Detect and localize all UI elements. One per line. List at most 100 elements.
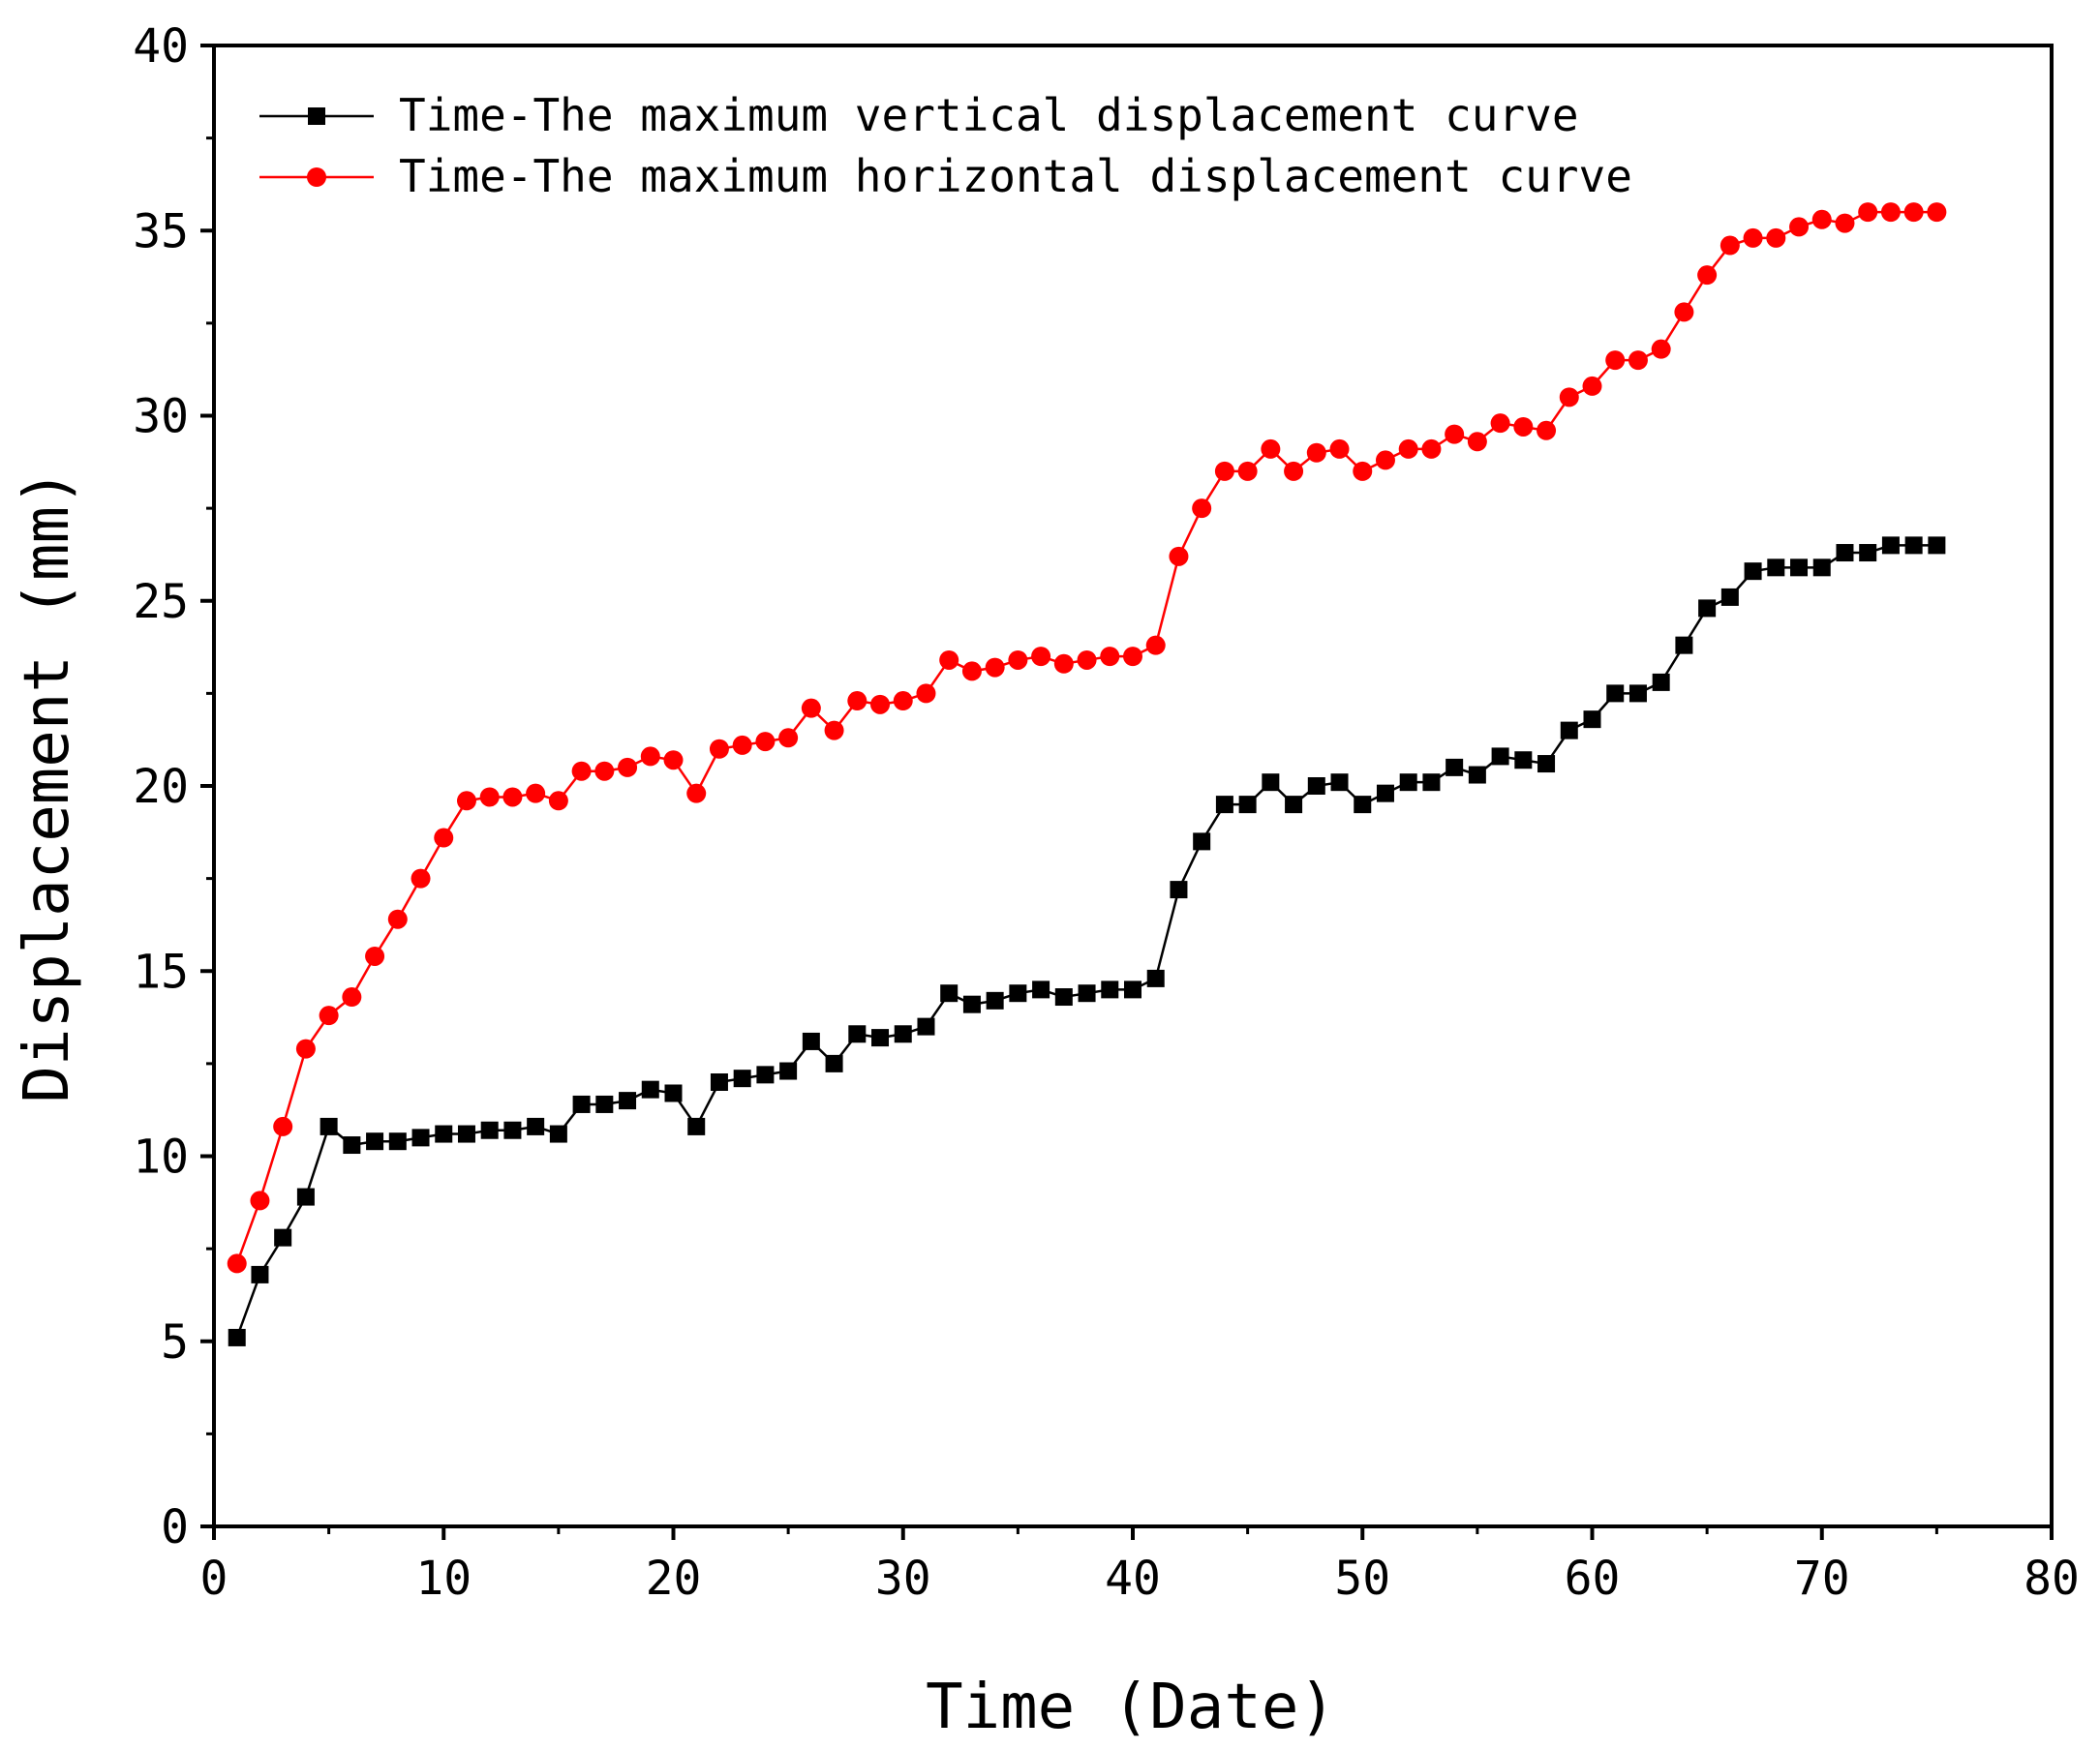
series-point-1 (1582, 376, 1602, 396)
series-point-1 (434, 828, 454, 848)
series-point-0 (457, 1125, 475, 1143)
series-point-1 (1743, 227, 1763, 248)
series-point-0 (1354, 796, 1372, 814)
series-point-1 (1445, 424, 1465, 444)
series-point-0 (274, 1228, 292, 1247)
series-point-0 (1628, 684, 1647, 703)
series-point-0 (894, 1025, 912, 1043)
series-point-1 (342, 987, 362, 1008)
series-point-0 (1170, 881, 1188, 899)
series-point-0 (802, 1032, 820, 1050)
series-point-1 (1077, 649, 1097, 670)
series-point-1 (526, 783, 546, 803)
series-point-0 (1285, 796, 1303, 814)
series-line-1 (235, 210, 1937, 1264)
series-point-1 (939, 649, 959, 670)
series-point-0 (962, 995, 981, 1013)
series-point-0 (1399, 773, 1417, 792)
series-point-0 (1537, 755, 1556, 773)
series-point-1 (1858, 202, 1878, 223)
series-point-0 (549, 1125, 567, 1143)
series-point-0 (779, 1062, 798, 1080)
series-point-1 (1306, 442, 1326, 463)
series-point-1 (1605, 350, 1626, 371)
plot-area-frame (212, 44, 2054, 1528)
legend-label-1: Time-The maximum horizontal displacement… (399, 150, 1632, 202)
series-point-1 (1237, 461, 1258, 481)
series-point-1 (365, 946, 385, 966)
series-point-0 (1881, 536, 1900, 555)
series-point-1 (870, 694, 891, 714)
series-point-1 (1537, 420, 1557, 440)
series-point-0 (503, 1121, 522, 1139)
series-point-1 (1903, 202, 1924, 223)
series-point-0 (1514, 751, 1533, 769)
series-layer (227, 202, 1947, 1346)
series-point-0 (1491, 747, 1509, 766)
series-point-1 (755, 732, 776, 752)
series-point-1 (1720, 235, 1740, 256)
series-point-0 (1836, 544, 1854, 562)
series-point-0 (228, 1328, 246, 1346)
series-point-0 (1215, 796, 1233, 814)
series-point-1 (1031, 647, 1051, 667)
series-point-0 (848, 1025, 867, 1043)
series-point-1 (1008, 649, 1028, 670)
series-point-1 (571, 761, 592, 781)
series-point-1 (1467, 432, 1487, 452)
y-tick-label: 40 (133, 19, 189, 74)
series-point-0 (1376, 784, 1394, 802)
series-point-0 (435, 1125, 453, 1143)
series-point-1 (709, 739, 729, 759)
legend-marker-0 (308, 107, 325, 125)
series-point-0 (664, 1084, 683, 1102)
series-point-1 (732, 735, 752, 755)
series-point-0 (1078, 984, 1096, 1003)
series-point-0 (1032, 981, 1050, 999)
series-point-0 (733, 1070, 751, 1088)
series-point-0 (366, 1132, 384, 1151)
series-point-0 (1262, 773, 1280, 792)
series-point-1 (1835, 213, 1855, 233)
series-point-0 (986, 991, 1004, 1010)
series-point-0 (1928, 536, 1946, 555)
series-point-0 (1307, 777, 1325, 795)
series-point-1 (1927, 202, 1947, 223)
series-point-1 (1100, 647, 1120, 667)
series-point-1 (456, 791, 476, 811)
series-point-1 (319, 1006, 339, 1026)
series-point-1 (1789, 217, 1810, 237)
series-point-0 (595, 1095, 614, 1113)
series-point-0 (527, 1117, 545, 1135)
series-point-1 (778, 728, 799, 748)
series-point-0 (756, 1066, 775, 1084)
series-point-0 (687, 1117, 706, 1135)
series-point-1 (618, 757, 638, 777)
series-point-0 (917, 1017, 935, 1036)
series-point-1 (1214, 461, 1234, 481)
x-tick-label: 60 (1565, 1552, 1621, 1606)
x-axis-title: Time (Date) (926, 1672, 1336, 1743)
series-point-1 (1559, 387, 1579, 407)
series-point-0 (871, 1029, 890, 1047)
series-point-1 (387, 909, 408, 929)
y-tick-label: 0 (161, 1500, 189, 1554)
series-point-0 (251, 1265, 269, 1283)
series-point-1 (1766, 227, 1786, 248)
series-point-0 (1468, 766, 1486, 784)
legend: Time-The maximum vertical displacement c… (259, 89, 1632, 202)
series-point-0 (388, 1132, 407, 1151)
series-point-1 (594, 761, 615, 781)
series-point-1 (686, 783, 707, 803)
series-point-1 (1261, 438, 1281, 459)
x-tick-label: 30 (875, 1552, 931, 1606)
series-point-0 (1606, 684, 1625, 703)
series-point-1 (663, 750, 684, 770)
series-point-1 (548, 791, 568, 811)
series-point-1 (411, 868, 431, 889)
y-tick-label: 35 (133, 204, 189, 258)
series-point-0 (572, 1095, 591, 1113)
series-point-1 (1651, 339, 1671, 359)
x-tick-label: 0 (200, 1552, 228, 1606)
series-point-0 (320, 1117, 338, 1135)
